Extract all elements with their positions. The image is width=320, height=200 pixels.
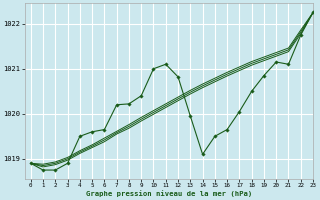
X-axis label: Graphe pression niveau de la mer (hPa): Graphe pression niveau de la mer (hPa) [86,190,252,197]
